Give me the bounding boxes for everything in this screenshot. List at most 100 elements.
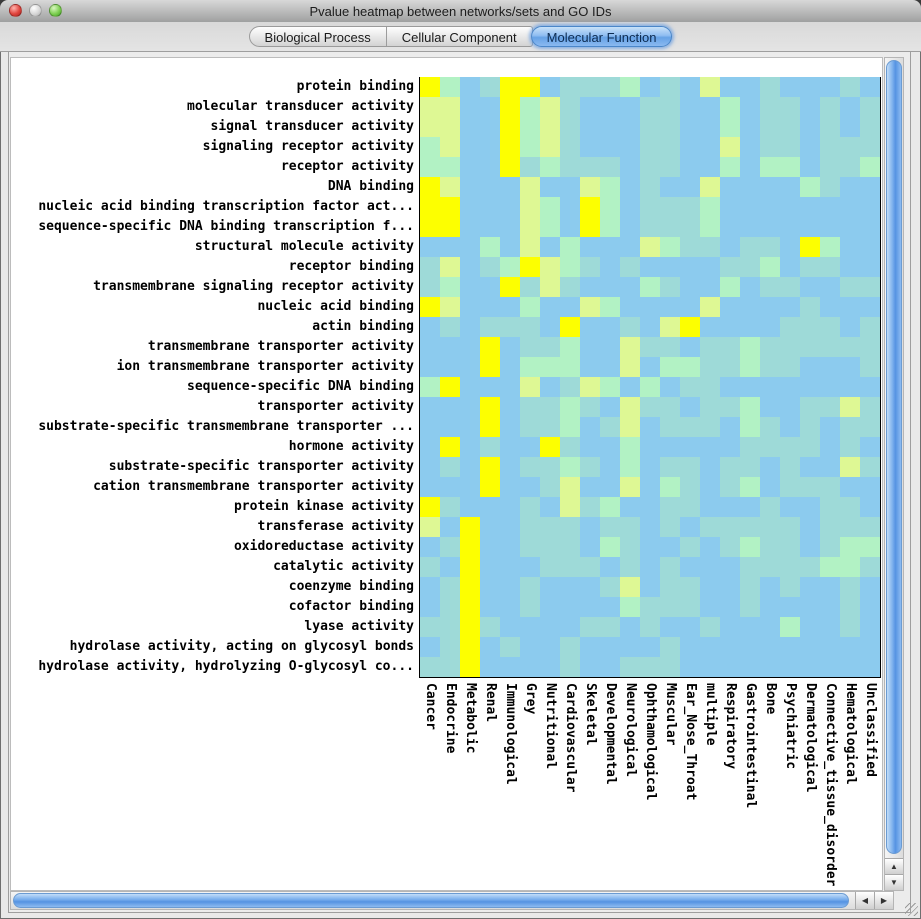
heatmap-cell xyxy=(560,177,580,197)
heatmap-cell xyxy=(800,317,820,337)
heatmap-cell xyxy=(800,257,820,277)
heatmap-cell xyxy=(640,617,660,637)
col-label: Neurological xyxy=(623,683,638,777)
vertical-scrollbar-thumb[interactable] xyxy=(886,60,902,854)
heatmap-cell xyxy=(840,497,860,517)
heatmap-cell xyxy=(760,417,780,437)
heatmap-cell xyxy=(840,617,860,637)
heatmap-cell xyxy=(740,197,760,217)
heatmap-cell xyxy=(600,597,620,617)
heatmap-cell xyxy=(780,277,800,297)
scroll-left-button[interactable]: ◀ xyxy=(855,892,874,909)
heatmap-cell xyxy=(580,217,600,237)
heatmap-cell xyxy=(460,497,480,517)
heatmap-cell xyxy=(740,217,760,237)
heatmap-cell xyxy=(560,197,580,217)
heatmap-cell xyxy=(780,157,800,177)
heatmap-cell xyxy=(660,117,680,137)
heatmap-cell xyxy=(560,617,580,637)
heatmap-cell xyxy=(740,157,760,177)
heatmap-cell xyxy=(760,237,780,257)
heatmap-cell xyxy=(580,77,600,97)
tab-biological-process[interactable]: Biological Process xyxy=(248,26,387,47)
zoom-button[interactable] xyxy=(49,4,62,17)
heatmap-cell xyxy=(580,237,600,257)
resize-grip-icon[interactable] xyxy=(905,903,918,916)
heatmap-cell xyxy=(680,177,700,197)
heatmap-cell xyxy=(700,237,720,257)
col-label: Unclassified xyxy=(863,683,878,777)
vertical-scrollbar[interactable]: ▲ ▼ xyxy=(884,57,904,891)
heatmap-cell xyxy=(440,137,460,157)
tab-molecular-function[interactable]: Molecular Function xyxy=(530,26,673,47)
heatmap-cell xyxy=(440,257,460,277)
heatmap-cell xyxy=(420,277,440,297)
heatmap-cell xyxy=(420,237,440,257)
heatmap-cell xyxy=(420,397,440,417)
heatmap-cell xyxy=(640,257,660,277)
heatmap-cell xyxy=(720,377,740,397)
heatmap-cell xyxy=(720,197,740,217)
heatmap-cell xyxy=(540,377,560,397)
heatmap-cell xyxy=(780,317,800,337)
tab-cellular-component[interactable]: Cellular Component xyxy=(386,26,533,47)
row-label: oxidoreductase activity xyxy=(233,539,414,554)
scroll-up-button[interactable]: ▲ xyxy=(885,858,903,874)
heatmap-cell xyxy=(780,537,800,557)
heatmap-cell xyxy=(500,317,520,337)
heatmap-cell xyxy=(740,117,760,137)
heatmap-cell xyxy=(600,397,620,417)
heatmap-cell xyxy=(640,237,660,257)
heatmap-cell xyxy=(640,657,660,677)
heatmap-cell xyxy=(540,297,560,317)
col-label: Cardiovascular xyxy=(563,683,578,793)
heatmap-cell xyxy=(520,137,540,157)
heatmap-cell xyxy=(420,77,440,97)
heatmap-cell xyxy=(440,517,460,537)
heatmap-cell xyxy=(640,177,660,197)
heatmap-cell xyxy=(700,597,720,617)
heatmap-cell xyxy=(820,337,840,357)
heatmap-cell xyxy=(640,77,660,97)
heatmap-cell xyxy=(740,177,760,197)
heatmap-cell xyxy=(820,497,840,517)
heatmap-cell xyxy=(560,497,580,517)
heatmap-cell xyxy=(460,277,480,297)
close-button[interactable] xyxy=(9,4,22,17)
heatmap-cell xyxy=(860,557,880,577)
heatmap-cell xyxy=(860,297,880,317)
heatmap-cell xyxy=(700,177,720,197)
heatmap-cell xyxy=(860,97,880,117)
heatmap-cell xyxy=(740,537,760,557)
heatmap-cell xyxy=(520,257,540,277)
minimize-button[interactable] xyxy=(29,4,42,17)
heatmap-cell xyxy=(760,197,780,217)
heatmap-cell xyxy=(520,597,540,617)
scroll-down-button[interactable]: ▼ xyxy=(885,874,903,890)
scroll-right-button[interactable]: ▶ xyxy=(874,892,893,909)
horizontal-scrollbar[interactable]: ◀ ▶ xyxy=(10,891,894,910)
horizontal-scrollbar-thumb[interactable] xyxy=(13,893,849,908)
window-controls xyxy=(9,4,62,17)
heatmap-cell xyxy=(420,417,440,437)
heatmap-cell xyxy=(680,617,700,637)
heatmap-cell xyxy=(660,557,680,577)
heatmap-cell xyxy=(520,157,540,177)
heatmap-cell xyxy=(800,217,820,237)
heatmap-cell xyxy=(620,177,640,197)
heatmap-cell xyxy=(680,577,700,597)
heatmap-cell xyxy=(760,377,780,397)
heatmap-cell xyxy=(660,257,680,277)
col-label: Renal xyxy=(483,683,498,723)
col-label: Ophthamological xyxy=(643,683,658,801)
heatmap-cell xyxy=(460,157,480,177)
heatmap-cell xyxy=(520,217,540,237)
heatmap-cell xyxy=(720,517,740,537)
heatmap-cell xyxy=(700,357,720,377)
heatmap-cell xyxy=(500,577,520,597)
heatmap-cell xyxy=(480,357,500,377)
heatmap-cell xyxy=(460,197,480,217)
heatmap-cell xyxy=(600,537,620,557)
row-label: lyase activity xyxy=(304,619,414,634)
